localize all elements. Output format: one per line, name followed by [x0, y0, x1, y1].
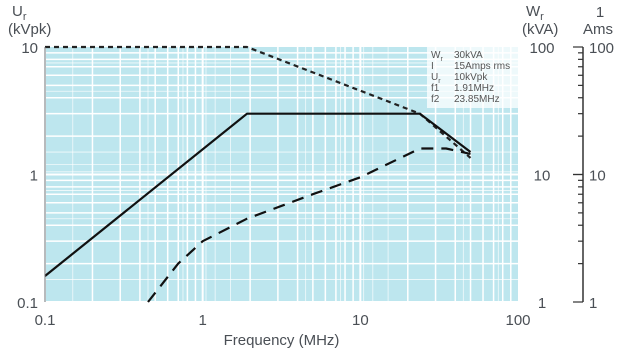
series-line-short-dash	[45, 45, 472, 159]
legend-value: 10kVpk	[454, 72, 488, 83]
right2-y-tick-label: 1	[589, 295, 597, 312]
right1-y-tick-label: 100	[529, 40, 554, 57]
series-line-solid	[44, 112, 472, 277]
left-axis-title: Ur	[12, 3, 27, 23]
legend-box	[427, 47, 518, 108]
right1-axis-unit: (kVA)	[522, 21, 558, 38]
x-tick-label: 100	[505, 312, 530, 329]
right1-y-tick-label: 1	[538, 295, 546, 312]
legend-key: Wr	[431, 50, 443, 63]
x-tick-label: 1	[198, 312, 206, 329]
legend-key-main: W	[431, 50, 441, 61]
right2-axis-unit: Ams	[583, 21, 613, 38]
x-tick-label: 0.1	[35, 312, 56, 329]
right1-axis-title-main: W	[526, 3, 541, 20]
legend-key: f2	[431, 94, 440, 105]
right2-axis-title: 1	[596, 4, 604, 21]
left-y-tick-label: 0.1	[17, 295, 38, 312]
right1-axis-title-subscript: r	[540, 11, 544, 23]
legend-key-subscript: r	[438, 78, 441, 85]
legend-key-main: I	[431, 61, 434, 72]
x-tick-label: 10	[352, 312, 369, 329]
legend-key-subscript: r	[440, 56, 443, 63]
right1-y-tick-label: 10	[534, 168, 551, 185]
legend-value: 30kVA	[454, 50, 483, 61]
x-axis-label: Frequency (MHz)	[224, 332, 340, 349]
right1-axis-title: Wr	[526, 3, 544, 23]
right2-y-tick-label: 10	[589, 168, 606, 185]
left-axis-title-subscript: r	[23, 11, 27, 23]
legend-key-main: f1	[431, 83, 440, 94]
series-line-long-dash	[147, 147, 471, 303]
legend-key-main: f2	[431, 94, 440, 105]
left-y-tick-label: 1	[30, 168, 38, 185]
legend-value: 23.85MHz	[454, 94, 500, 105]
left-axis-unit: (kVpk)	[8, 21, 51, 38]
left-axis-title-main: U	[12, 3, 23, 20]
legend-key: f1	[431, 83, 440, 94]
legend-value: 1.91MHz	[454, 83, 494, 94]
legend-key-main: U	[431, 72, 438, 83]
left-y-tick-label: 10	[21, 40, 38, 57]
right2-y-tick-label: 100	[589, 40, 614, 57]
legend-key: Ur	[431, 72, 441, 85]
legend-key: I	[431, 61, 434, 72]
legend-value: 15Amps rms	[454, 61, 510, 72]
